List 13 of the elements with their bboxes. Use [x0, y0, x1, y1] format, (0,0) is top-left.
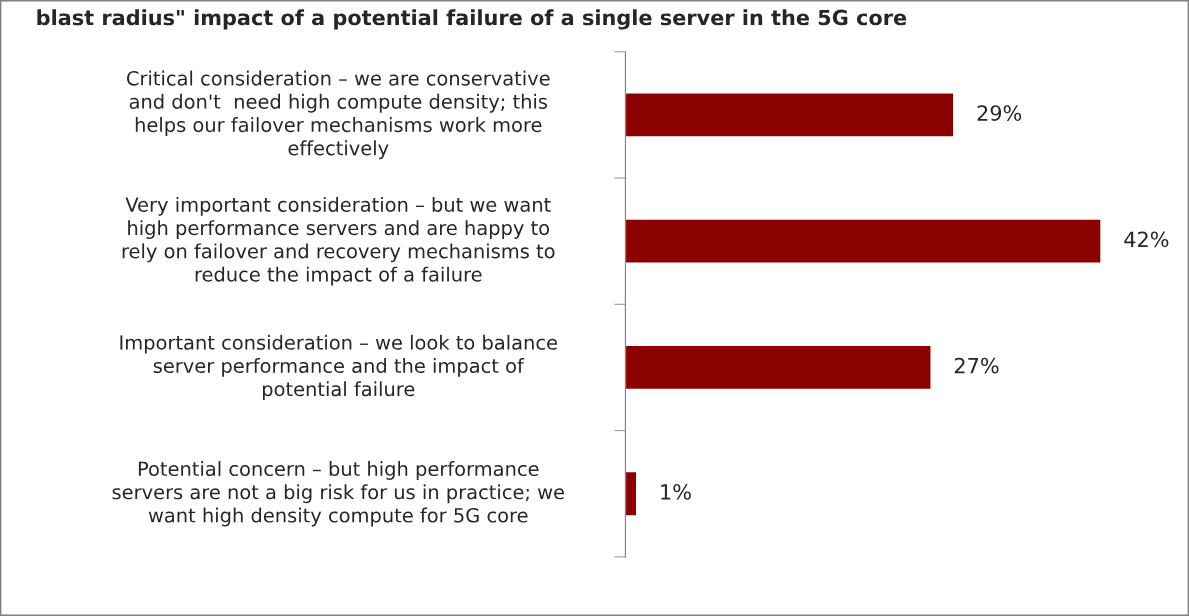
bar — [625, 92, 955, 138]
chart-title: blast radius" impact of a potential failure of a single server in the 5G core — [37, 9, 907, 30]
bar — [625, 470, 638, 517]
y-tick-label: Critical consideration – we are conservative and don't need high compute density; this helps our failover mechanisms work more effectively — [126, 70, 550, 160]
bar — [625, 344, 932, 391]
bar — [625, 218, 1102, 264]
data-label: 1% — [661, 484, 691, 500]
data-label: 42% — [1124, 231, 1169, 248]
y-tick-label: Important consideration – we look to balance server performance and the impact of potential failure — [120, 334, 557, 401]
data-label: 29% — [977, 105, 1022, 121]
y-tick-label: Potential concern – but high performance servers are not a big risk for us in practice; we want high density compute for 5G core — [112, 461, 564, 527]
data-label: 27% — [954, 357, 999, 374]
y-tick-label: Very important consideration – but we want high performance servers and are happy to rely on failover and recovery mechanisms to reduce the impact of a failure — [122, 196, 555, 286]
